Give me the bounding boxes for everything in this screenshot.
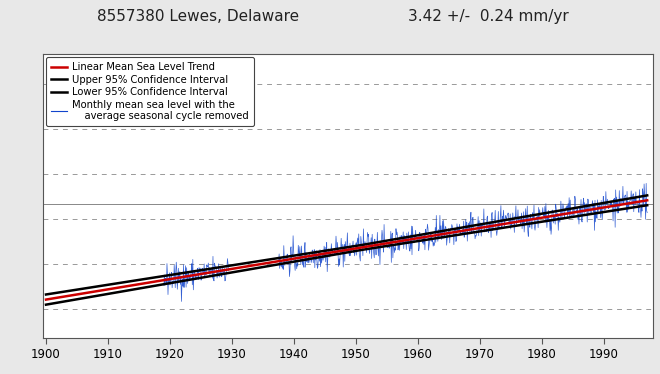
Text: 3.42 +/-  0.24 mm/yr: 3.42 +/- 0.24 mm/yr — [408, 9, 569, 24]
Text: 8557380 Lewes, Delaware: 8557380 Lewes, Delaware — [97, 9, 299, 24]
Legend: Linear Mean Sea Level Trend, Upper 95% Confidence Interval, Lower 95% Confidence: Linear Mean Sea Level Trend, Upper 95% C… — [46, 57, 253, 126]
